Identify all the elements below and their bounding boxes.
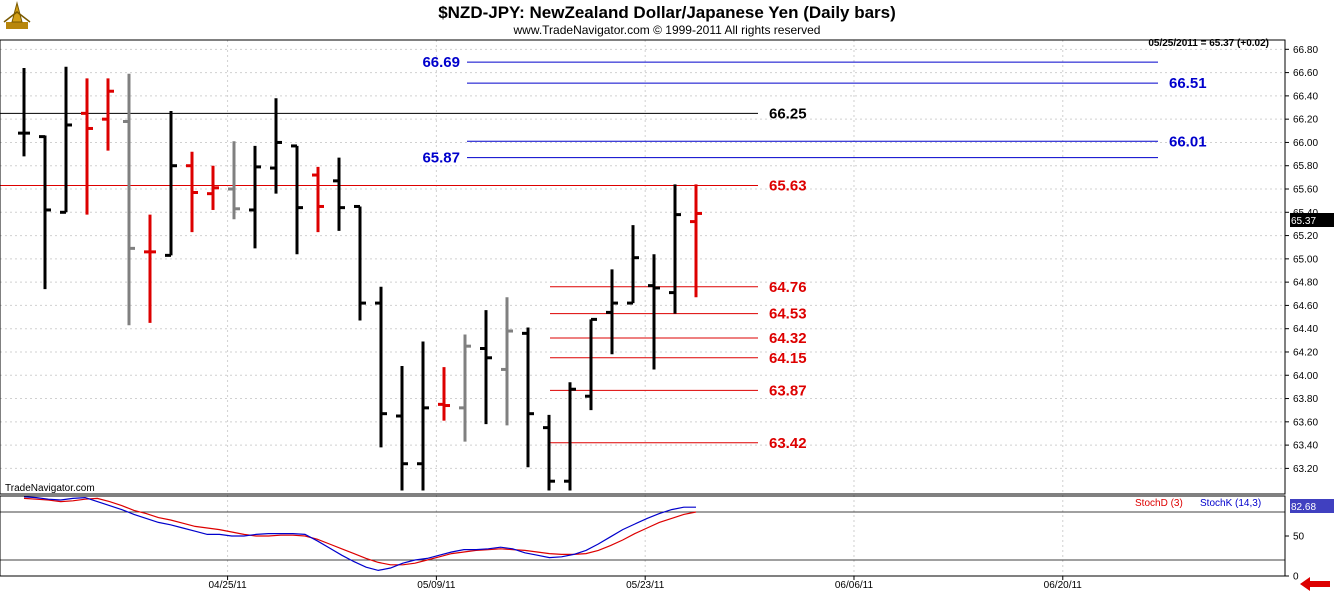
level-label: 66.69 <box>422 54 460 71</box>
y-tick-label: 63.60 <box>1293 417 1318 428</box>
last-price-tag: 65.37 <box>1291 216 1316 227</box>
y-tick-label: 65.80 <box>1293 161 1318 172</box>
stoch-y-tick-label: 0 <box>1293 572 1299 583</box>
left-arrow-icon[interactable] <box>1300 577 1330 591</box>
levels-layer: 66.69 66.51 66.25 66.01 65.87 65.63 64.76 64.53… <box>0 54 1207 452</box>
y-tick-label: 66.20 <box>1293 115 1318 126</box>
copyright-text: www.TradeNavigator.com © 1999-2011 All r… <box>513 23 821 37</box>
stochk-line <box>23 496 696 572</box>
x-tick-label: 05/23/11 <box>626 580 665 591</box>
y-tick-label: 63.20 <box>1293 464 1318 475</box>
level-label: 66.25 <box>769 105 807 122</box>
y-tick-label: 66.80 <box>1293 45 1318 56</box>
axes: 63.20 63.40 63.60 63.80 64.00 64.20 64.40 64.60… <box>0 39 1318 591</box>
chart-title: $NZD-JPY: NewZealand Dollar/Japanese Yen… <box>438 3 896 22</box>
y-tick-label: 64.00 <box>1293 371 1318 382</box>
x-tick-label: 04/25/11 <box>208 580 247 591</box>
y-tick-label: 66.40 <box>1293 91 1318 102</box>
stoch-tag-bg <box>1290 499 1334 513</box>
stochk-legend: StochK (14,3) <box>1200 498 1261 509</box>
level-label: 63.42 <box>769 435 807 452</box>
price-bars <box>18 66 702 491</box>
stochd-legend: StochD (3) <box>1135 498 1183 509</box>
level-label: 64.32 <box>769 330 807 347</box>
stoch-y-tick-label: 50 <box>1293 532 1305 543</box>
y-tick-label: 64.20 <box>1293 347 1318 358</box>
price-panel-frame <box>0 39 1286 495</box>
level-label: 64.53 <box>769 306 807 323</box>
stochd-line <box>23 497 697 566</box>
stochastic-panel <box>0 496 1285 572</box>
y-tick-label: 63.40 <box>1293 441 1318 452</box>
watermark-text: TradeNavigator.com <box>5 483 95 494</box>
stoch-tag: 82.68 <box>1291 502 1316 513</box>
level-label: 64.76 <box>769 279 807 296</box>
y-tick-label: 65.60 <box>1293 185 1318 196</box>
last-price-tag-bg <box>1290 213 1334 227</box>
level-label: 66.01 <box>1169 133 1207 150</box>
level-label: 65.87 <box>422 150 460 167</box>
y-tick-label: 66.00 <box>1293 138 1318 149</box>
quote-readout: 05/25/2011 = 65.37 (+0.02) <box>1148 38 1269 49</box>
y-tick-label: 63.80 <box>1293 394 1318 405</box>
y-tick-label: 65.00 <box>1293 254 1318 265</box>
level-label: 65.63 <box>769 178 807 195</box>
y-tick-label: 64.60 <box>1293 301 1318 312</box>
y-tick-label: 64.80 <box>1293 278 1318 289</box>
level-label: 64.15 <box>769 350 807 367</box>
level-label: 66.51 <box>1169 75 1207 92</box>
level-label: 63.87 <box>769 382 807 399</box>
x-tick-label: 06/20/11 <box>1044 580 1083 591</box>
y-tick-label: 65.20 <box>1293 231 1318 242</box>
stoch-panel-frame <box>0 495 1286 577</box>
trade-navigator-logo-icon <box>3 1 31 29</box>
x-tick-label: 05/09/11 <box>417 580 456 591</box>
grid <box>0 40 1285 576</box>
x-tick-label: 06/06/11 <box>835 580 874 591</box>
y-tick-label: 64.40 <box>1293 324 1318 335</box>
y-tick-label: 66.60 <box>1293 68 1318 79</box>
